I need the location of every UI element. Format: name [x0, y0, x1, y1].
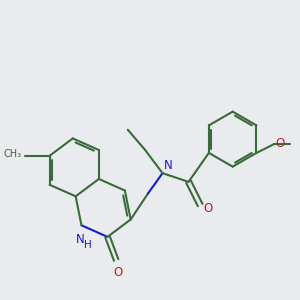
Text: H: H [84, 240, 92, 250]
Text: O: O [113, 266, 122, 279]
Text: N: N [164, 159, 173, 172]
Text: CH₃: CH₃ [3, 149, 21, 159]
Text: O: O [275, 137, 285, 150]
Text: O: O [204, 202, 213, 215]
Text: N: N [76, 233, 84, 246]
